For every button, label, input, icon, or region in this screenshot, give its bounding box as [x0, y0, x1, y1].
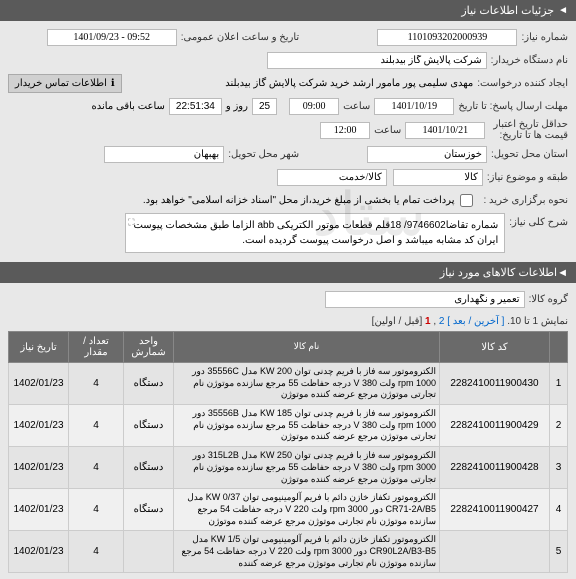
cell-date: 1402/01/23	[9, 531, 69, 573]
cell-qty: 4	[69, 405, 124, 447]
th-code: کد کالا	[440, 332, 550, 363]
countdown-days: 25	[252, 98, 277, 115]
cell-num: 5	[550, 531, 568, 573]
cell-name: الکتروموتور سه فاز با فریم چدنی توان KW …	[174, 363, 440, 405]
cell-code	[440, 531, 550, 573]
cell-name: الکتروموتور سه فاز با فریم چدنی توان KW …	[174, 447, 440, 489]
general-desc-text: شماره تقاضا9746602/ 18قلم قطعات موتور ال…	[133, 220, 498, 246]
cell-date: 1402/01/23	[9, 405, 69, 447]
group-label: گروه کالا:	[529, 294, 568, 305]
validity-min-sublabel: قیمت ها تا تاریخ:	[493, 130, 568, 141]
cell-name: الکتروموتور سه فاز با فریم چدنی توان KW …	[174, 405, 440, 447]
page-title: جزئیات اطلاعات نیاز	[461, 4, 554, 17]
cell-code: 2282410011900429	[440, 405, 550, 447]
cell-num: 2	[550, 405, 568, 447]
subclass-input[interactable]	[277, 169, 387, 186]
announce-datetime-label: تاریخ و ساعت اعلان عمومی:	[181, 32, 300, 43]
items-section-title: اطلاعات کالاهای مورد نیاز	[440, 266, 557, 279]
table-row[interactable]: 32282410011900428الکتروموتور سه فاز با ف…	[9, 447, 568, 489]
cell-num: 3	[550, 447, 568, 489]
province-input[interactable]	[367, 146, 487, 163]
page-header: ◄ جزئیات اطلاعات نیاز	[0, 0, 576, 21]
deadline-date-input[interactable]	[374, 98, 454, 115]
items-section-header: ◄ اطلاعات کالاهای مورد نیاز	[0, 262, 576, 283]
validity-min-label: حداقل تاریخ اعتبار	[493, 119, 568, 130]
cell-qty: 4	[69, 489, 124, 531]
org-input[interactable]	[267, 52, 487, 69]
cell-unit: دستگاه	[124, 405, 174, 447]
treasury-checkbox[interactable]	[460, 194, 473, 207]
th-name: نام کالا	[174, 332, 440, 363]
announce-datetime-input[interactable]	[47, 29, 177, 46]
need-number-label: شماره نیاز:	[521, 32, 568, 43]
info-icon: ℹ	[111, 78, 115, 89]
cell-date: 1402/01/23	[9, 447, 69, 489]
deadline-time-label: ساعت	[343, 101, 370, 112]
cell-code: 2282410011900428	[440, 447, 550, 489]
cell-num: 1	[550, 363, 568, 405]
pagination-prev[interactable]: [ آخرین / بعد ]	[447, 316, 504, 327]
treasury-checkbox-label: پرداخت تمام یا بخشی از مبلغ خرید،از محل …	[143, 195, 455, 206]
class-input[interactable]	[393, 169, 483, 186]
need-number-input[interactable]	[377, 29, 517, 46]
deadline-time-input[interactable]	[289, 98, 339, 115]
city-label: شهر محل تحویل:	[228, 149, 299, 160]
validity-time-label: ساعت	[374, 125, 401, 136]
table-row[interactable]: 12282410011900430الکتروموتور سه فاز با ف…	[9, 363, 568, 405]
cell-qty: 4	[69, 447, 124, 489]
table-row[interactable]: 5 الکتروموتور تکفاز خازن دائم با فریم آلو…	[9, 531, 568, 573]
cell-num: 4	[550, 489, 568, 531]
collapse-icon[interactable]: ◄	[557, 267, 568, 279]
city-input[interactable]	[104, 146, 224, 163]
class-subclass-label: طبقه و موضوع نیاز:	[487, 172, 568, 183]
items-table: کد کالا نام کالا واحد شمارش تعداد / مقدا…	[8, 331, 568, 573]
org-label: نام دستگاه خریدار:	[491, 55, 568, 66]
pagination-page-2[interactable]: 2	[439, 316, 445, 327]
cell-unit: دستگاه	[124, 489, 174, 531]
contact-button[interactable]: ℹ اطلاعات تماس خریدار	[8, 74, 122, 93]
countdown-days-label: روز و	[226, 101, 248, 112]
expand-icon[interactable]: ⛶	[128, 216, 134, 230]
form-area: شماره نیاز: تاریخ و ساعت اعلان عمومی: نا…	[0, 21, 576, 262]
validity-time-input[interactable]	[320, 122, 370, 139]
th-date: تاریخ نیاز	[9, 332, 69, 363]
th-unit: واحد شمارش	[124, 332, 174, 363]
table-row[interactable]: 22282410011900429الکتروموتور سه فاز با ف…	[9, 405, 568, 447]
requester-label: ایجاد کننده درخواست:	[477, 78, 568, 89]
th-qty: تعداد / مقدار	[69, 332, 124, 363]
collapse-icon[interactable]: ◄	[558, 5, 568, 16]
cell-date: 1402/01/23	[9, 363, 69, 405]
deadline-label: مهلت ارسال پاسخ: تا تاریخ	[458, 101, 568, 112]
pagination: نمایش 1 تا 10. [ آخرین / بعد ] 2 , 1 [قب…	[8, 312, 568, 331]
countdown-remaining-label: ساعت باقی مانده	[92, 101, 165, 112]
cell-date: 1402/01/23	[9, 489, 69, 531]
cell-unit: دستگاه	[124, 363, 174, 405]
cell-unit	[124, 531, 174, 573]
pagination-page-1: 1	[425, 316, 431, 327]
general-desc-box: ⛶ شماره تقاضا9746602/ 18قلم قطعات موتور …	[125, 213, 505, 253]
group-input[interactable]	[325, 291, 525, 308]
pagination-info: نمایش 1 تا 10.	[507, 316, 568, 327]
cell-name: الکتروموتور تکفاز خازن دائم با فریم آلوم…	[174, 489, 440, 531]
cell-code: 2282410011900427	[440, 489, 550, 531]
province-label: استان محل تحویل:	[491, 149, 568, 160]
cell-qty: 4	[69, 531, 124, 573]
general-desc-label: شرح کلی نیاز:	[509, 213, 568, 228]
countdown-time: 22:51:34	[169, 98, 222, 115]
cell-name: الکتروموتور تکفاز خازن دائم با فریم آلوم…	[174, 531, 440, 573]
validity-date-input[interactable]	[405, 122, 485, 139]
th-num	[550, 332, 568, 363]
requester-value: مهدی سلیمی پور مامور ارشد خرید شرکت پالا…	[225, 78, 473, 89]
cell-unit: دستگاه	[124, 447, 174, 489]
table-row[interactable]: 42282410011900427الکتروموتور تکفاز خازن …	[9, 489, 568, 531]
cell-qty: 4	[69, 363, 124, 405]
pagination-next: [قبل / اولین]	[372, 316, 423, 327]
cell-code: 2282410011900430	[440, 363, 550, 405]
items-area: گروه کالا: نمایش 1 تا 10. [ آخرین / بعد …	[0, 283, 576, 579]
delivery-style-label: نحوه برگزاری خرید :	[483, 195, 568, 206]
